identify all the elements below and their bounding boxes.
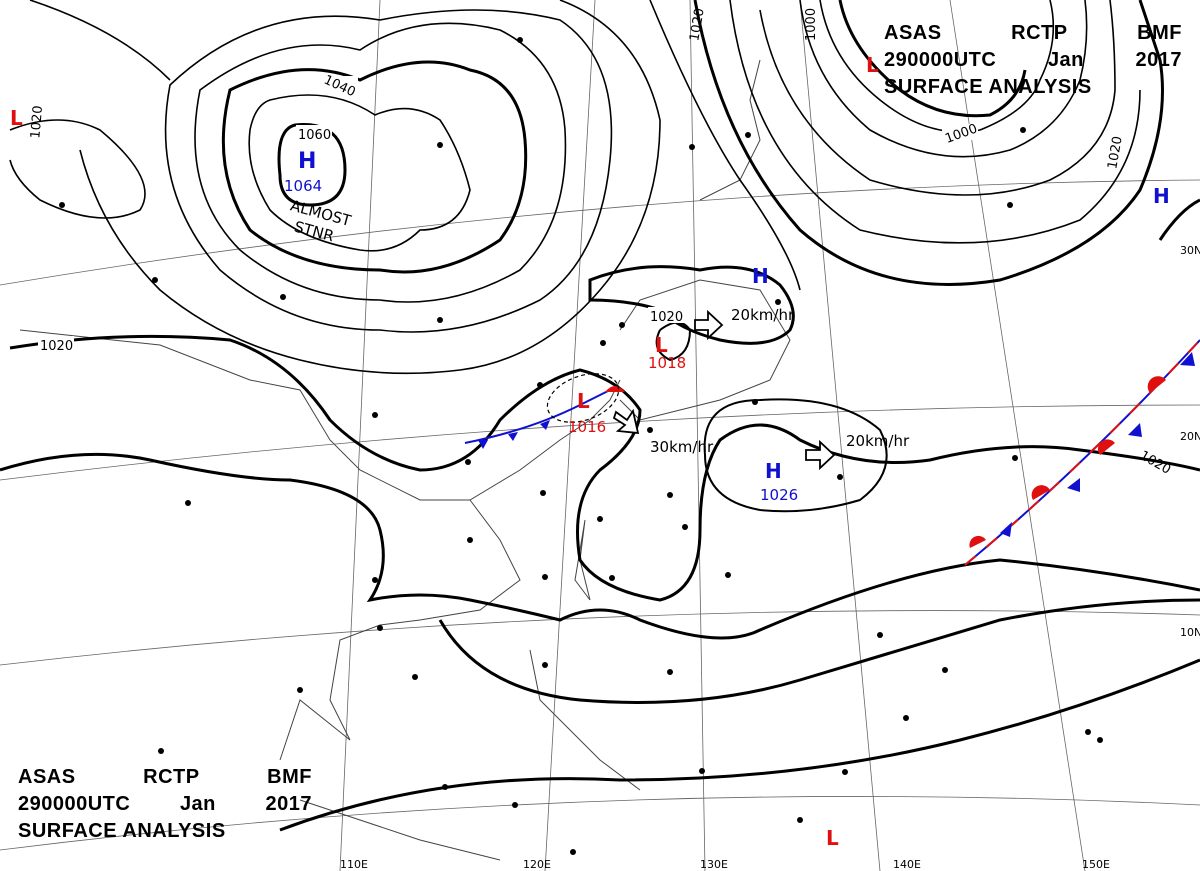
isobar-labels: 1060 1040 1020 1020 1020 1020 1000 1000 …: [28, 7, 1173, 478]
lat-label: 20N: [1180, 430, 1200, 443]
header-line-3: SURFACE ANALYSIS: [884, 74, 1182, 101]
isobar-1020-main: [9, 334, 1200, 602]
header-line-2: 290000UTC Jan 2017: [884, 47, 1182, 74]
low-pressure-symbol: L: [866, 53, 879, 77]
motion-arrow-2: [612, 408, 640, 435]
lat-label: 10N: [1180, 626, 1200, 639]
chart-header-bottom: ASAS RCTP BMF 290000UTC Jan 2017 SURFACE…: [18, 764, 312, 845]
isobar-1060: [277, 123, 347, 207]
header-product: ASAS: [18, 766, 76, 788]
low-pressure-symbol: L: [826, 826, 839, 850]
isobar-label: 1020: [28, 105, 46, 139]
lon-label: 140E: [893, 858, 921, 871]
header-product: ASAS: [884, 22, 942, 44]
isobar-1040: [221, 60, 528, 274]
motion-speed-label: 20km/hr: [731, 306, 795, 324]
header-line-2: 290000UTC Jan 2017: [18, 791, 312, 818]
front: [464, 339, 1200, 566]
pressure-centers: H 1064 ALMOST STNR L 1018 L 1016 H 1026 …: [10, 53, 1170, 850]
header-line-3: SURFACE ANALYSIS: [18, 818, 312, 845]
low-pressure-value: 1018: [648, 354, 686, 372]
header-line-1: ASAS RCTP BMF: [18, 764, 312, 791]
header-code: BMF: [1137, 22, 1182, 44]
motion-speed-label: 30km/hr: [650, 438, 714, 456]
isobar-label: 1020: [40, 339, 73, 354]
motion-arrow-3: [805, 439, 836, 471]
isobar-label: 1020: [1105, 135, 1126, 170]
motion-speed-label: 20km/hr: [846, 432, 910, 450]
low-pressure-value: 1016: [568, 418, 606, 436]
header-title: SURFACE ANALYSIS: [18, 820, 226, 842]
low-pressure-symbol: L: [577, 389, 590, 413]
isobar-label: 1060: [298, 128, 331, 143]
lat-label: 30N: [1180, 244, 1200, 257]
isobar-label: 1020: [687, 7, 708, 42]
motion-arrow-1: [694, 309, 724, 341]
header-line-1: ASAS RCTP BMF: [884, 20, 1182, 47]
low-pressure-symbol: L: [10, 106, 23, 130]
high-pressure-value: 1064: [284, 177, 322, 195]
isobar-label: 1020: [650, 310, 683, 325]
lon-label: 150E: [1082, 858, 1110, 871]
high-pressure-symbol: H: [1153, 184, 1170, 208]
high-pressure-symbol: H: [765, 459, 782, 483]
header-year: 2017: [1135, 49, 1182, 71]
chart-header-top: ASAS RCTP BMF 290000UTC Jan 2017 SURFACE…: [884, 20, 1182, 101]
high-pressure-symbol: H: [752, 264, 769, 288]
lon-label: 110E: [340, 858, 368, 871]
motion-arrows: [612, 309, 836, 471]
station-plots: [59, 37, 1103, 855]
header-title: SURFACE ANALYSIS: [884, 76, 1092, 98]
header-month: Jan: [179, 793, 216, 815]
low-pressure-symbol: L: [655, 333, 668, 357]
isobars: [0, 0, 1200, 832]
header-time: 290000UTC: [18, 793, 131, 815]
grid-labels: 30N 20N 10N 110E 120E 130E 140E 150E: [340, 244, 1200, 871]
lon-label: 130E: [700, 858, 728, 871]
header-time: 290000UTC: [884, 49, 997, 71]
header-station: RCTP: [1011, 22, 1068, 44]
lon-label: 120E: [523, 858, 551, 871]
header-year: 2017: [265, 793, 312, 815]
high-pressure-value: 1026: [760, 486, 798, 504]
header-month: Jan: [1047, 49, 1084, 71]
isobar-label: 1000: [804, 8, 819, 41]
header-station: RCTP: [143, 766, 200, 788]
motion-labels: 20km/hr 30km/hr 20km/hr: [650, 306, 910, 456]
header-code: BMF: [267, 766, 312, 788]
high-pressure-symbol: H: [298, 149, 316, 174]
